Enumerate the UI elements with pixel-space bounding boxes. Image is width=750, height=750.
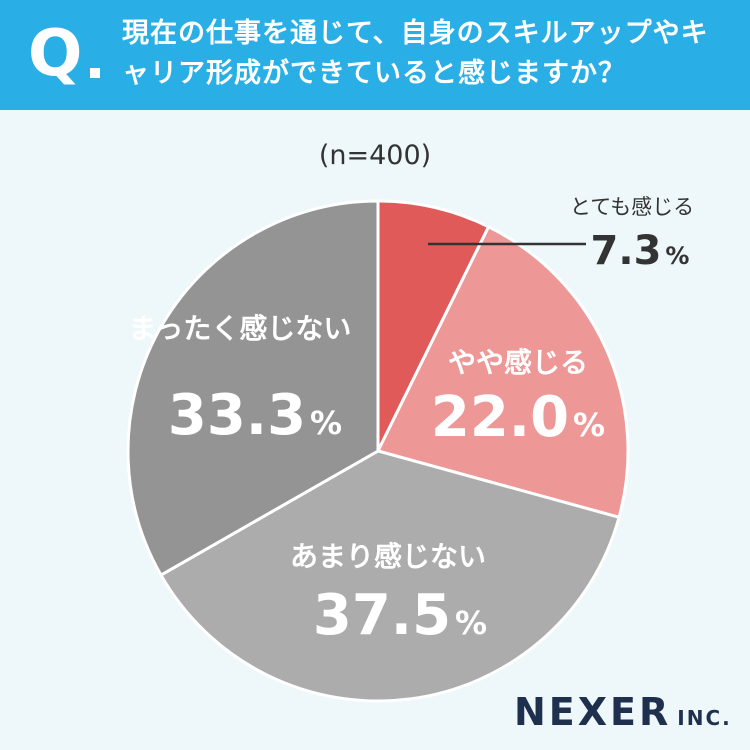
pie-slice-1 bbox=[376, 199, 491, 452]
slice-label: あまり感じない bbox=[290, 540, 486, 573]
slice-value: 37.5% bbox=[313, 583, 487, 648]
q-mark: Q bbox=[28, 17, 83, 91]
q-dot bbox=[90, 68, 100, 78]
pie-slice-3 bbox=[158, 449, 621, 703]
sample-size-label: (n=400) bbox=[318, 140, 432, 171]
slice-value: 33.3% bbox=[168, 383, 342, 448]
nexer-logo: NEXER INC. bbox=[514, 690, 732, 734]
question-text: 現在の仕事を通じて、自身のスキルアップやキャリア形成ができていると感じますか？ bbox=[122, 18, 709, 89]
slice-value: 7.3% bbox=[591, 228, 690, 274]
slice-value: 22.0% bbox=[431, 385, 605, 450]
slice-label: とても感じる bbox=[570, 195, 694, 219]
pie-slice-2 bbox=[375, 224, 630, 520]
slice-label: やや感じる bbox=[448, 346, 588, 379]
question-header: Q 現在の仕事を通じて、自身のスキルアップやキャリア形成ができていると感じますか… bbox=[0, 0, 750, 110]
slice-label: まったく感じない bbox=[129, 312, 352, 345]
pie-slice-4 bbox=[126, 199, 380, 578]
logo-suffix: INC. bbox=[677, 706, 732, 730]
logo-name: NEXER bbox=[514, 690, 672, 734]
